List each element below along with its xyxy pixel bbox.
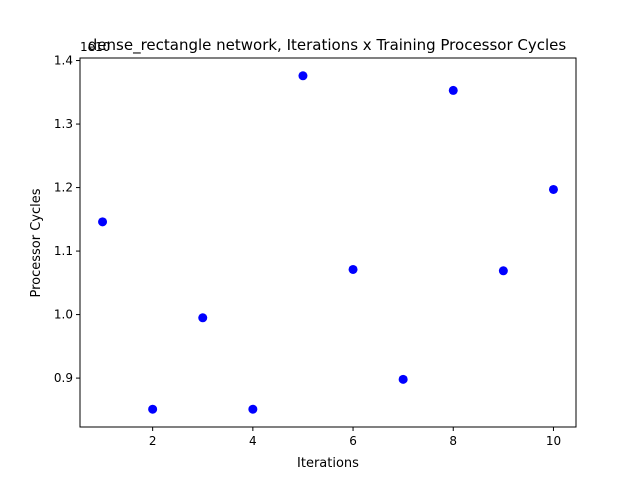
- data-point: [548, 184, 558, 194]
- x-tick-label: 10: [546, 434, 561, 448]
- plot-area: 2 4 6 8 10 0.9 1.0 1.1 1.2 1.3 1.4: [54, 54, 577, 448]
- x-axis-label: Iterations: [297, 456, 359, 471]
- y-tick-label: 1.0: [54, 308, 73, 322]
- x-tick-label: 6: [349, 434, 357, 448]
- y-axis-label: Processor Cycles: [29, 188, 44, 297]
- y-tick-label: 1.2: [54, 181, 73, 195]
- data-point: [98, 217, 108, 227]
- y-tick-label: 1.3: [54, 117, 73, 131]
- y-tick-label: 1.4: [54, 54, 73, 68]
- data-point: [198, 313, 208, 323]
- data-point: [498, 266, 508, 276]
- x-tick-label: 4: [249, 434, 257, 448]
- y-tick-label: 0.9: [54, 371, 73, 385]
- chart-title: dense_rectangle network, Iterations x Tr…: [88, 36, 567, 55]
- data-point: [248, 404, 258, 414]
- y-tick-label: 1.1: [54, 244, 73, 258]
- x-tick-label: 8: [449, 434, 457, 448]
- data-point: [148, 404, 158, 414]
- data-point: [348, 264, 358, 274]
- data-point: [298, 71, 308, 81]
- data-point: [398, 374, 408, 384]
- axes-frame: [79, 57, 577, 428]
- data-point: [448, 85, 458, 95]
- x-tick-label: 2: [149, 434, 157, 448]
- y-offset-label: 1e10: [80, 40, 110, 54]
